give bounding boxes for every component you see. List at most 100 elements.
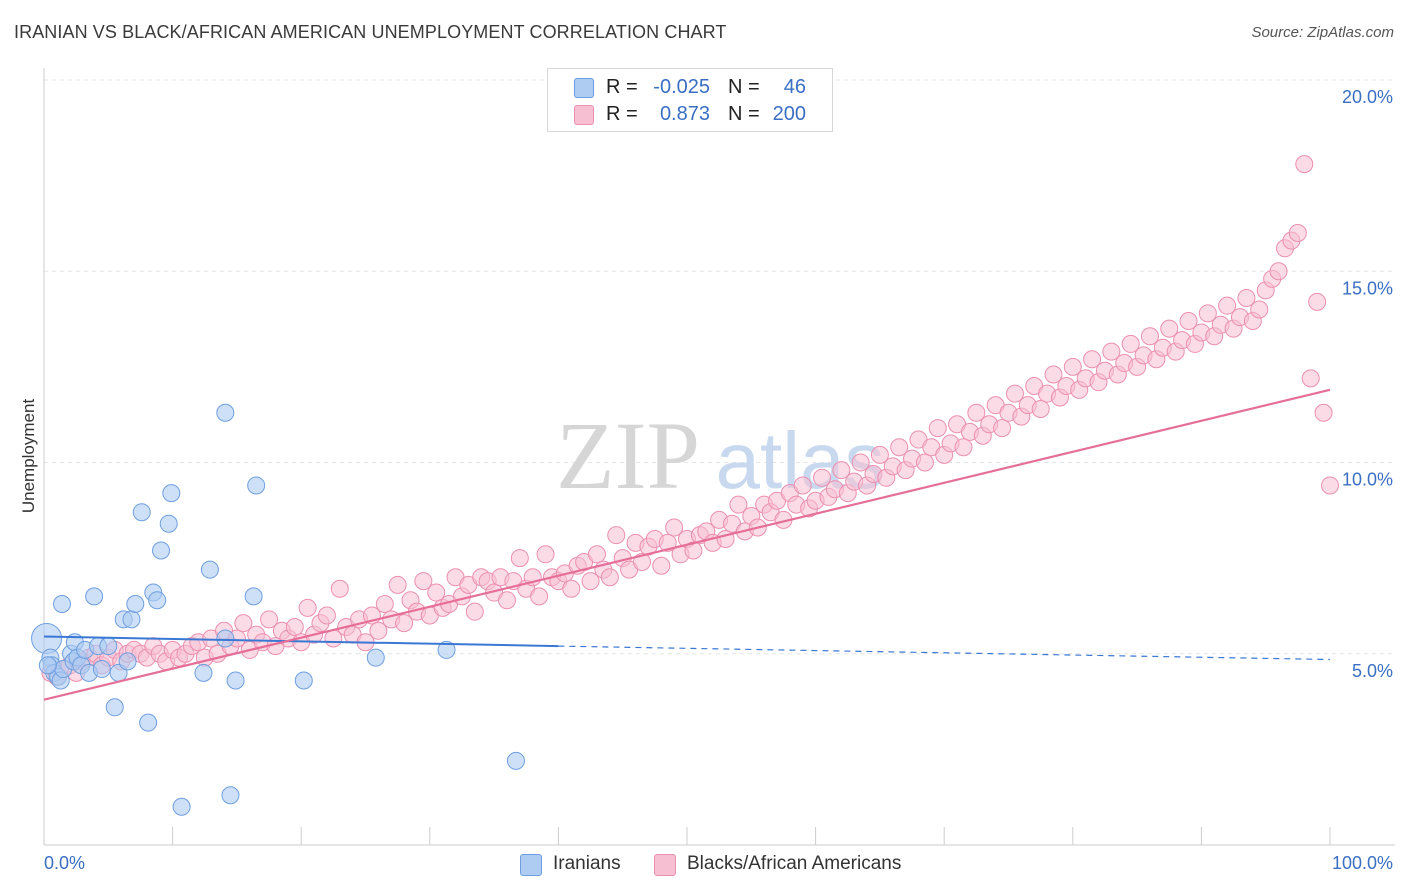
legend-label-iranians: Iranians [553,853,621,874]
data-point-iranians [132,503,151,522]
data-point-iranians [200,560,219,579]
data-point-blacks [234,614,253,633]
y-axis-label: Unemployment [19,399,38,514]
data-point-blacks [954,438,973,457]
y-tick-label: 20.0% [1342,87,1393,107]
data-point-blacks [1044,365,1063,384]
data-point-blacks [1121,334,1140,353]
legend-r-label: R = [606,103,638,125]
data-point-blacks [1321,476,1339,495]
data-point-blacks [1102,342,1121,361]
data-point-iranians [53,595,72,614]
data-point-blacks [388,575,407,594]
data-point-iranians [216,629,235,648]
data-point-blacks [510,549,529,568]
legend-row-iranians: R = -0.025 N = 46 [548,73,832,101]
legend-swatch-iranians [520,854,542,876]
data-point-iranians [92,660,111,679]
data-point-blacks [813,468,832,487]
x-tick-label-max: 100.0% [1332,853,1393,873]
data-point-blacks [1218,296,1237,315]
data-point-iranians [216,403,235,422]
data-point-blacks [414,572,433,591]
data-point-blacks [1005,384,1024,403]
data-point-blacks [684,541,703,560]
data-point-iranians [172,797,191,816]
data-point-blacks [1314,403,1333,422]
data-point-blacks [1140,327,1159,346]
y-tick-label: 15.0% [1342,278,1393,298]
data-point-iranians [247,476,266,495]
legend-n-label: N = [728,76,760,98]
y-tick-label: 5.0% [1352,661,1393,681]
data-point-blacks [1250,300,1269,319]
data-point-blacks [890,438,909,457]
legend-swatch-iranians [574,78,594,98]
data-point-iranians [159,514,178,533]
data-point-blacks [658,533,677,552]
data-point-iranians [294,671,313,690]
data-point-blacks [793,476,812,495]
data-point-iranians [85,587,104,606]
data-point-iranians [148,591,167,610]
data-point-iranians [99,637,118,656]
x-tick-label-min: 0.0% [44,853,85,873]
data-point-iranians [122,610,141,629]
data-point-blacks [915,453,934,472]
data-point-blacks [427,583,446,602]
data-point-blacks [832,461,851,480]
data-point-iranians [506,751,525,770]
data-point-blacks [607,526,626,545]
legend-r-value: -0.025 [653,76,710,98]
data-point-iranians [162,484,181,503]
tick-labels: 5.0% 10.0% 15.0% 20.0% 0.0% 100.0% [44,87,1393,873]
data-point-blacks [967,403,986,422]
data-point-blacks [465,602,484,621]
data-point-blacks [1295,155,1314,174]
legend-stats: R = -0.025 N = 46 R = 0.873 N = 200 [547,68,833,132]
legend-n-value: 200 [772,103,806,125]
legend-r-value: 0.873 [659,103,710,125]
data-point-blacks [330,579,349,598]
data-point-iranians [38,656,57,675]
data-point-blacks [298,598,317,617]
data-point-blacks [536,545,555,564]
data-point-blacks [497,591,516,610]
data-point-blacks [587,545,606,564]
data-point-iranians [139,713,158,732]
data-point-blacks [1083,350,1102,369]
y-tick-label: 10.0% [1342,470,1393,490]
data-point-blacks [1301,369,1320,388]
data-point-blacks [285,617,304,636]
trend-line-blacks [43,388,1331,701]
data-point-blacks [928,419,947,438]
data-point-blacks [851,453,870,472]
data-point-blacks [530,587,549,606]
trend-line-iranians-extension [558,645,1331,661]
data-point-blacks [317,606,336,625]
data-point-blacks [665,518,684,537]
data-point-blacks [562,579,581,598]
data-point-blacks [1063,357,1082,376]
source-label: Source: ZipAtlas.com [1251,24,1394,41]
data-point-iranians [244,587,263,606]
data-point-blacks [1237,289,1256,308]
data-point-blacks [1198,304,1217,323]
data-point-blacks [395,614,414,633]
data-point-iranians [126,595,145,614]
data-point-iranians [226,671,245,690]
series-iranians-points [31,403,525,816]
data-point-blacks [993,419,1012,438]
data-point-iranians [31,622,63,654]
watermark-zip: ZIP [556,402,700,509]
data-point-blacks [600,568,619,587]
data-point-iranians [118,652,137,671]
data-point-blacks [1288,224,1307,242]
legend-swatch-blacks [574,105,594,125]
data-point-blacks [369,621,388,640]
data-point-blacks [1160,319,1179,338]
data-point-blacks [581,572,600,591]
data-point-iranians [366,648,385,667]
data-point-iranians [221,786,240,805]
